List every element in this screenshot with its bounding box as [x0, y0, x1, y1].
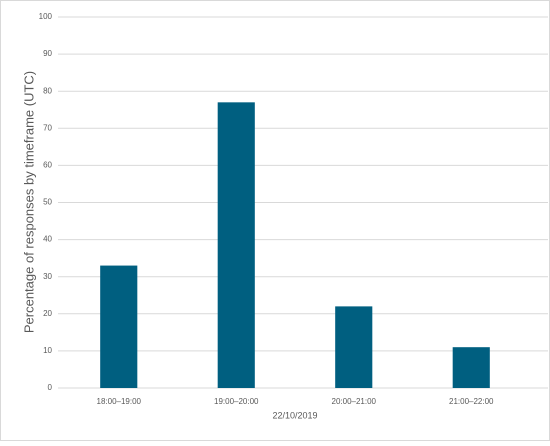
y-tick-label: 40: [43, 235, 52, 244]
bar: [217, 102, 255, 388]
y-tick-label: 10: [43, 346, 52, 355]
x-tick-label: 20:00–21:00: [332, 397, 377, 406]
x-tick-label: 21:00–22:00: [449, 397, 494, 406]
y-axis-title: Percentage of responses by timeframe (UT…: [21, 71, 36, 333]
y-tick-label: 30: [43, 272, 52, 281]
x-tick-label: 18:00–19:00: [97, 397, 142, 406]
y-tick-label: 60: [43, 161, 52, 170]
y-tick-label: 100: [39, 12, 53, 21]
y-tick-label: 80: [43, 86, 52, 95]
y-tick-label: 70: [43, 123, 52, 132]
bar: [100, 265, 138, 388]
y-tick-label: 0: [48, 383, 53, 392]
x-axis-title: 22/10/2019: [272, 410, 317, 420]
y-tick-label: 50: [43, 198, 52, 207]
x-tick-label: 19:00–20:00: [214, 397, 259, 406]
y-tick-label: 20: [43, 309, 52, 318]
bar: [335, 306, 373, 388]
y-tick-label: 90: [43, 49, 52, 58]
bar: [452, 347, 490, 388]
